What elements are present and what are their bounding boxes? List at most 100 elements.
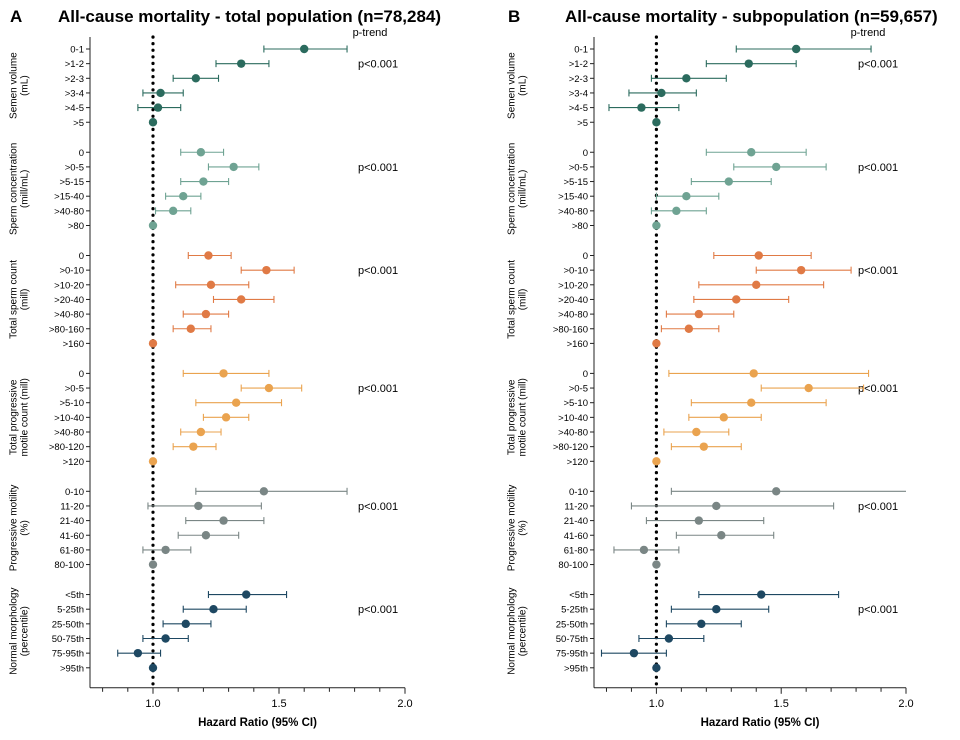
category-label: >3-4 (65, 88, 84, 99)
category-label: >5-15 (563, 177, 588, 188)
category-label: >2-3 (569, 74, 588, 85)
hr-point (719, 413, 728, 422)
category-label: >0-10 (59, 266, 84, 277)
hr-point (652, 457, 661, 466)
hr-point (219, 516, 228, 525)
group-label: Total progressivemotile count (mill) (9, 378, 31, 456)
group-label-line: Total sperm count (9, 260, 20, 339)
category-label: >2-3 (65, 74, 84, 85)
category-label: >5-10 (59, 398, 84, 409)
category-label: >5 (73, 118, 84, 129)
group-label-line: (mL) (518, 75, 529, 96)
hr-point (772, 162, 781, 172)
category-label: 61-80 (60, 545, 84, 556)
group-label: Semen volume(mL) (507, 52, 529, 119)
p-value: p<0.001 (858, 59, 898, 71)
hr-point (694, 516, 704, 525)
group-label-line: (percentile) (518, 606, 529, 656)
hr-point (697, 619, 706, 629)
category-label: 0-10 (569, 487, 588, 498)
p-value: p<0.001 (858, 604, 898, 616)
hr-point (133, 648, 143, 658)
hr-point (153, 103, 163, 112)
hr-point (796, 265, 806, 275)
x-tick-label: 2.0 (397, 698, 412, 710)
p-value: p<0.001 (358, 604, 398, 616)
group-label: Progressive motility(%) (507, 485, 529, 572)
hr-point (206, 280, 216, 289)
hr-point (186, 324, 195, 333)
category-label: 0 (79, 251, 84, 262)
category-label: 80-100 (558, 560, 588, 571)
category-label: >80-120 (553, 442, 588, 453)
category-label: >4-5 (65, 103, 84, 114)
group-0: Semen volume(mL) p<0.001 0-1 >1-2 >2-3 >3-4 >4… (9, 45, 399, 129)
hr-point (189, 442, 198, 451)
hr-point (300, 44, 309, 54)
group-label-line: (mill/mL) (20, 170, 31, 208)
hr-point (237, 59, 246, 68)
group-label: Sperm concentration(mill/mL) (507, 143, 529, 235)
category-label: 41-60 (564, 531, 588, 542)
hr-point (148, 663, 158, 672)
group-1: Sperm concentration(mill/mL) p<0.001 0 >0-5… (9, 143, 399, 235)
hr-point (231, 398, 241, 407)
group-1: Sperm concentration(mill/mL) p<0.001 0 >0-5… (507, 143, 899, 235)
hr-point (664, 634, 674, 643)
hr-point (732, 295, 741, 304)
hr-point (652, 118, 661, 127)
category-label: 11-20 (564, 501, 588, 512)
category-label: >80-160 (553, 324, 588, 335)
group-label-line: (%) (518, 520, 529, 536)
p-value: p<0.001 (358, 59, 398, 71)
group-label-line: Normal morphology (9, 588, 20, 675)
hr-point (201, 309, 211, 319)
group-label: Total progressivemotile count (mill) (507, 378, 529, 456)
category-label: 75-95th (52, 649, 84, 660)
hr-point (161, 545, 170, 555)
hr-point (179, 192, 188, 201)
x-tick-label: 1.0 (145, 698, 160, 710)
group-5: Normal morphology(percentile) p<0.001 <5th… (507, 588, 899, 675)
category-label: >40-80 (54, 428, 84, 439)
group-label: Total sperm count(mill) (507, 260, 529, 339)
group-label-line: motile count (mill) (518, 378, 529, 456)
group-label-line: (mill) (20, 289, 31, 311)
category-label: <5th (569, 590, 588, 601)
hr-point (639, 545, 649, 555)
category-label: 0 (583, 369, 588, 380)
category-label: <5th (65, 590, 84, 601)
hr-point (201, 531, 211, 540)
panel-title: All-cause mortality - total population (… (58, 7, 441, 26)
hr-point (652, 221, 661, 230)
category-label: >3-4 (569, 88, 588, 99)
category-label: >40-80 (54, 206, 84, 217)
panel-letter: B (508, 7, 520, 26)
category-label: >10-40 (54, 413, 84, 424)
hr-point (237, 295, 246, 304)
group-4: Progressive motility(%) p<0.001 0-10 11-20 2… (507, 485, 906, 572)
category-label: 21-40 (60, 516, 84, 527)
category-label: 0-1 (574, 45, 588, 56)
category-label: 5-25th (57, 605, 84, 616)
category-label: >0-10 (563, 266, 588, 277)
hr-point (694, 309, 704, 319)
hr-point (652, 560, 661, 569)
p-value: p<0.001 (858, 501, 898, 513)
group-label-line: (mL) (20, 75, 31, 96)
hr-point (747, 148, 756, 157)
group-label-line: motile count (mill) (20, 378, 31, 456)
hr-point (804, 383, 813, 393)
hr-point (791, 44, 801, 54)
hr-point (191, 74, 201, 83)
hr-point (652, 339, 661, 348)
p-value: p<0.001 (858, 265, 898, 277)
hr-point (754, 251, 763, 260)
category-label: 0 (79, 148, 84, 159)
group-label-line: (mill) (518, 289, 529, 311)
category-label: 11-20 (60, 501, 84, 512)
hr-point (699, 442, 709, 451)
category-label: >5-10 (563, 398, 588, 409)
category-label: >40-80 (558, 206, 588, 217)
